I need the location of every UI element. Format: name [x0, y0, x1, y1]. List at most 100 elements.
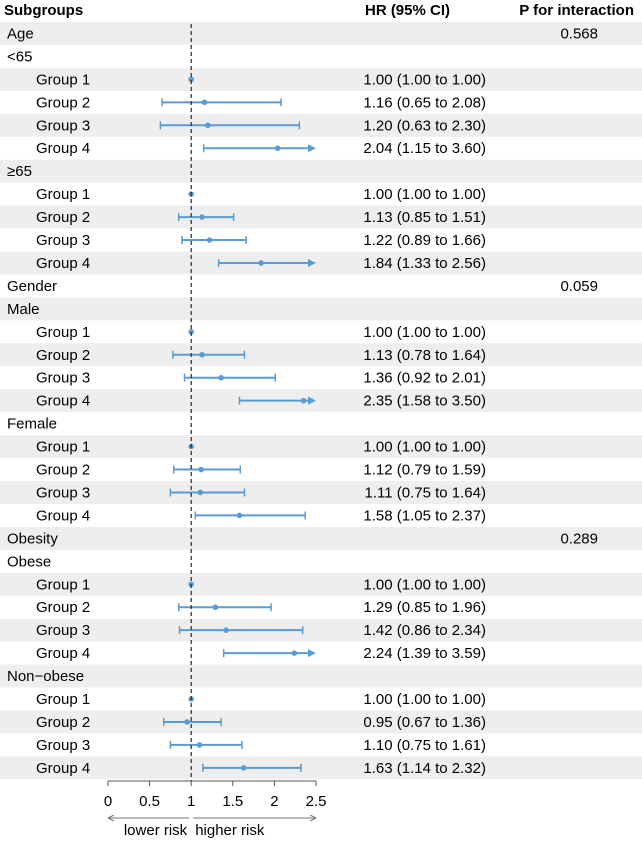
group-row: Group 4 1.84 (1.33 to 2.56) — [36, 255, 486, 272]
row-band — [0, 572, 642, 596]
row-band — [0, 710, 642, 734]
hr-ci-text: 1.00 (1.00 to 1.00) — [363, 691, 486, 708]
hr-ci-text: 1.00 (1.00 to 1.00) — [363, 576, 486, 593]
hr-point — [197, 489, 204, 496]
row-band — [0, 159, 642, 183]
group-row: Group 3 1.11 (0.75 to 1.64) — [36, 484, 486, 501]
row-band — [0, 343, 642, 367]
group-row: Group 2 1.12 (0.79 to 1.59) — [36, 462, 486, 479]
hr-ci-text: 1.13 (0.78 to 1.64) — [363, 347, 486, 364]
row-band — [0, 435, 642, 459]
hr-ci-text: 1.63 (1.14 to 2.32) — [363, 760, 486, 777]
group-row: Group 1 1.00 (1.00 to 1.00) — [36, 186, 486, 203]
hr-point — [274, 145, 281, 152]
group-label: Group 3 — [36, 117, 90, 134]
group-label: Group 2 — [36, 714, 90, 731]
group-row: Group 3 1.10 (0.75 to 1.61) — [36, 737, 486, 754]
row-band — [0, 618, 642, 642]
category-row: Female — [7, 416, 57, 433]
hr-ci-text: 1.42 (0.86 to 2.34) — [363, 622, 486, 639]
group-row: Group 1 1.00 (1.00 to 1.00) — [36, 71, 486, 88]
p-value: 0.059 — [560, 278, 598, 295]
hr-point — [201, 99, 208, 106]
hr-ci-text: 1.00 (1.00 to 1.00) — [363, 439, 486, 456]
group-label: Group 1 — [36, 691, 90, 708]
hr-ci-text: 1.84 (1.33 to 2.56) — [363, 255, 486, 272]
hr-ci-text: 1.10 (0.75 to 1.61) — [363, 737, 486, 754]
hr-point — [199, 351, 205, 358]
group-label: Group 3 — [36, 232, 90, 249]
hr-ci-text: 2.04 (1.15 to 3.60) — [363, 140, 486, 157]
header-subgroups: Subgroups — [4, 2, 83, 19]
category-label: ≥65 — [7, 163, 32, 180]
hr-ci-text: 1.58 (1.05 to 2.37) — [363, 507, 486, 524]
group-row: Group 2 1.16 (0.65 to 2.08) — [36, 94, 486, 111]
group-row: Group 4 2.35 (1.58 to 3.50) — [36, 393, 486, 410]
group-label: Group 4 — [36, 645, 90, 662]
hr-point — [205, 122, 211, 129]
higher-risk-label: higher risk — [195, 822, 265, 839]
hr-point — [223, 627, 229, 633]
hr-point — [206, 237, 213, 243]
hr-point — [236, 512, 243, 519]
group-row: Group 2 0.95 (0.67 to 1.36) — [36, 714, 486, 731]
group-row: Group 4 1.58 (1.05 to 2.37) — [36, 507, 486, 524]
category-row: Obese — [7, 553, 51, 570]
group-row: Group 1 1.00 (1.00 to 1.00) — [36, 691, 486, 708]
hr-ci-text: 2.35 (1.58 to 3.50) — [363, 393, 486, 410]
row-band — [0, 481, 642, 504]
hr-point — [188, 76, 194, 83]
row-band — [0, 251, 642, 275]
hr-ci-text: 1.11 (0.75 to 1.64) — [365, 484, 486, 501]
lower-risk-arrowhead — [107, 814, 115, 822]
hr-ci-text: 1.00 (1.00 to 1.00) — [363, 186, 486, 203]
header-hr: HR (95% CI) — [365, 2, 450, 19]
hr-point — [196, 742, 203, 748]
hr-ci-text: 1.13 (0.85 to 1.51) — [363, 209, 486, 226]
p-value: 0.289 — [560, 530, 598, 547]
ci-arrow — [308, 144, 316, 153]
group-row: Group 4 2.04 (1.15 to 3.60) — [36, 140, 486, 157]
x-tick-label: 0 — [104, 793, 112, 810]
row-band — [0, 389, 642, 413]
row-band — [0, 526, 642, 550]
group-label: Group 4 — [36, 255, 90, 272]
group-row: Group 3 1.36 (0.92 to 2.01) — [36, 370, 486, 387]
group-row: Group 2 1.13 (0.78 to 1.64) — [36, 347, 486, 364]
group-row: Group 2 1.29 (0.85 to 1.96) — [36, 599, 486, 616]
category-label: Female — [7, 416, 57, 433]
group-label: Group 1 — [36, 186, 90, 203]
ci-arrow — [308, 649, 316, 658]
hr-point — [258, 260, 264, 266]
hr-ci-text: 1.20 (0.63 to 2.30) — [363, 117, 486, 134]
group-row: Group 1 1.00 (1.00 to 1.00) — [36, 439, 486, 456]
hr-ci-text: 1.00 (1.00 to 1.00) — [363, 71, 486, 88]
x-tick-label: 1 — [187, 793, 195, 810]
group-label: Group 4 — [36, 760, 90, 777]
hr-ci-text: 1.00 (1.00 to 1.00) — [363, 324, 486, 341]
row-band — [0, 113, 642, 137]
x-tick-label: 1.5 — [222, 793, 243, 810]
category-row: Non−obese — [7, 668, 84, 685]
group-label: Group 4 — [36, 140, 90, 157]
row-band — [0, 756, 642, 780]
hr-ci-text: 1.29 (0.85 to 1.96) — [363, 599, 486, 616]
group-row: Group 4 1.63 (1.14 to 2.32) — [36, 760, 486, 777]
lower-risk-label: lower risk — [124, 822, 188, 839]
x-tick-label: 2 — [270, 793, 278, 810]
group-row: Group 3 1.42 (0.86 to 2.34) — [36, 622, 486, 639]
group-label: Group 3 — [36, 484, 90, 501]
x-tick-label: 2.5 — [306, 793, 327, 810]
variable-label: Obesity — [7, 530, 58, 547]
ci-arrow — [308, 258, 316, 267]
category-label: Male — [7, 301, 40, 318]
hr-point — [240, 765, 247, 771]
hr-ci-text: 1.36 (0.92 to 2.01) — [363, 370, 486, 387]
group-label: Group 2 — [36, 347, 90, 364]
variable-label: Gender — [7, 278, 57, 295]
group-label: Group 2 — [36, 599, 90, 616]
hr-ci-text: 1.22 (0.89 to 1.66) — [363, 232, 486, 249]
row-band — [0, 22, 642, 45]
hr-ci-text: 1.12 (0.79 to 1.59) — [363, 462, 486, 479]
variable-row: Obesity 0.289 — [7, 530, 598, 547]
